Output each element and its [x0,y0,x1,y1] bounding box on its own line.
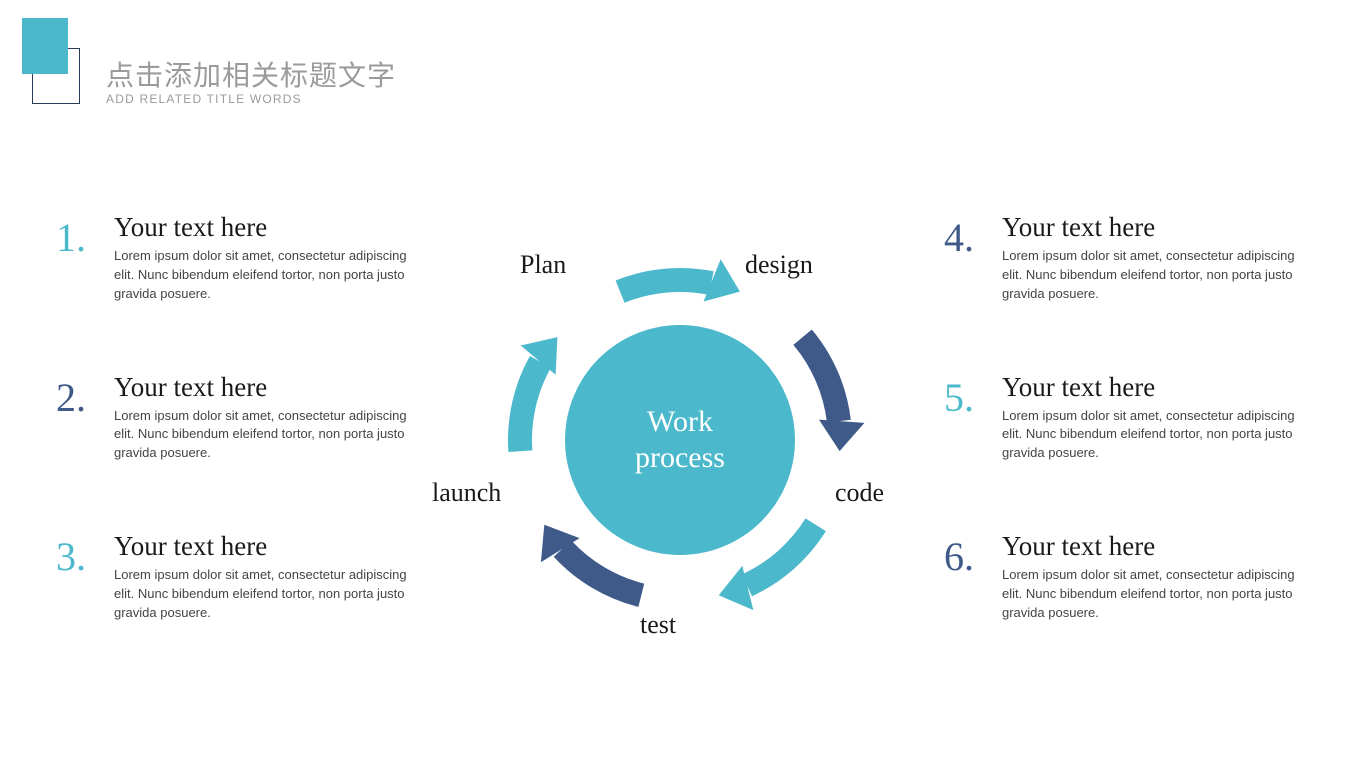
list-item: 1. Your text here Lorem ipsum dolor sit … [56,212,416,304]
list-item: 6. Your text here Lorem ipsum dolor sit … [944,531,1304,623]
item-title: Your text here [1002,531,1304,562]
item-number: 2. [56,372,114,464]
cycle-stage-test: test [640,610,676,640]
list-item: 5. Your text here Lorem ipsum dolor sit … [944,372,1304,464]
slide-title-cn: 点击添加相关标题文字 [106,54,396,94]
item-number: 1. [56,212,114,304]
cycle-center-line2: process [635,440,725,476]
cycle-center-line1: Work [647,404,713,440]
item-number: 4. [944,212,1002,304]
item-title: Your text here [114,531,416,562]
item-desc: Lorem ipsum dolor sit amet, consectetur … [1002,247,1304,304]
slide-title-group: 点击添加相关标题文字 ADD RELATED TITLE WORDS [106,54,396,106]
item-number: 6. [944,531,1002,623]
item-body: Your text here Lorem ipsum dolor sit ame… [1002,531,1304,623]
slide-title-en: ADD RELATED TITLE WORDS [106,92,396,106]
list-item: 3. Your text here Lorem ipsum dolor sit … [56,531,416,623]
item-title: Your text here [1002,212,1304,243]
item-number: 3. [56,531,114,623]
left-column: 1. Your text here Lorem ipsum dolor sit … [56,212,416,691]
cycle-stage-launch: launch [432,478,501,508]
item-number: 5. [944,372,1002,464]
item-desc: Lorem ipsum dolor sit amet, consectetur … [114,566,416,623]
item-title: Your text here [114,372,416,403]
right-column: 4. Your text here Lorem ipsum dolor sit … [944,212,1304,691]
item-title: Your text here [114,212,416,243]
cycle-stage-design: design [745,250,813,280]
cycle-center-circle: Work process [565,325,795,555]
cycle-stage-plan: Plan [520,250,566,280]
cycle-stage-code: code [835,478,884,508]
header-accent-block [22,18,68,74]
item-desc: Lorem ipsum dolor sit amet, consectetur … [1002,407,1304,464]
item-body: Your text here Lorem ipsum dolor sit ame… [114,372,416,464]
item-body: Your text here Lorem ipsum dolor sit ame… [114,212,416,304]
item-body: Your text here Lorem ipsum dolor sit ame… [1002,372,1304,464]
item-desc: Lorem ipsum dolor sit amet, consectetur … [114,247,416,304]
item-body: Your text here Lorem ipsum dolor sit ame… [1002,212,1304,304]
item-body: Your text here Lorem ipsum dolor sit ame… [114,531,416,623]
item-title: Your text here [1002,372,1304,403]
item-desc: Lorem ipsum dolor sit amet, consectetur … [1002,566,1304,623]
item-desc: Lorem ipsum dolor sit amet, consectetur … [114,407,416,464]
list-item: 4. Your text here Lorem ipsum dolor sit … [944,212,1304,304]
cycle-diagram: Work process Plan design code test launc… [440,200,920,680]
list-item: 2. Your text here Lorem ipsum dolor sit … [56,372,416,464]
